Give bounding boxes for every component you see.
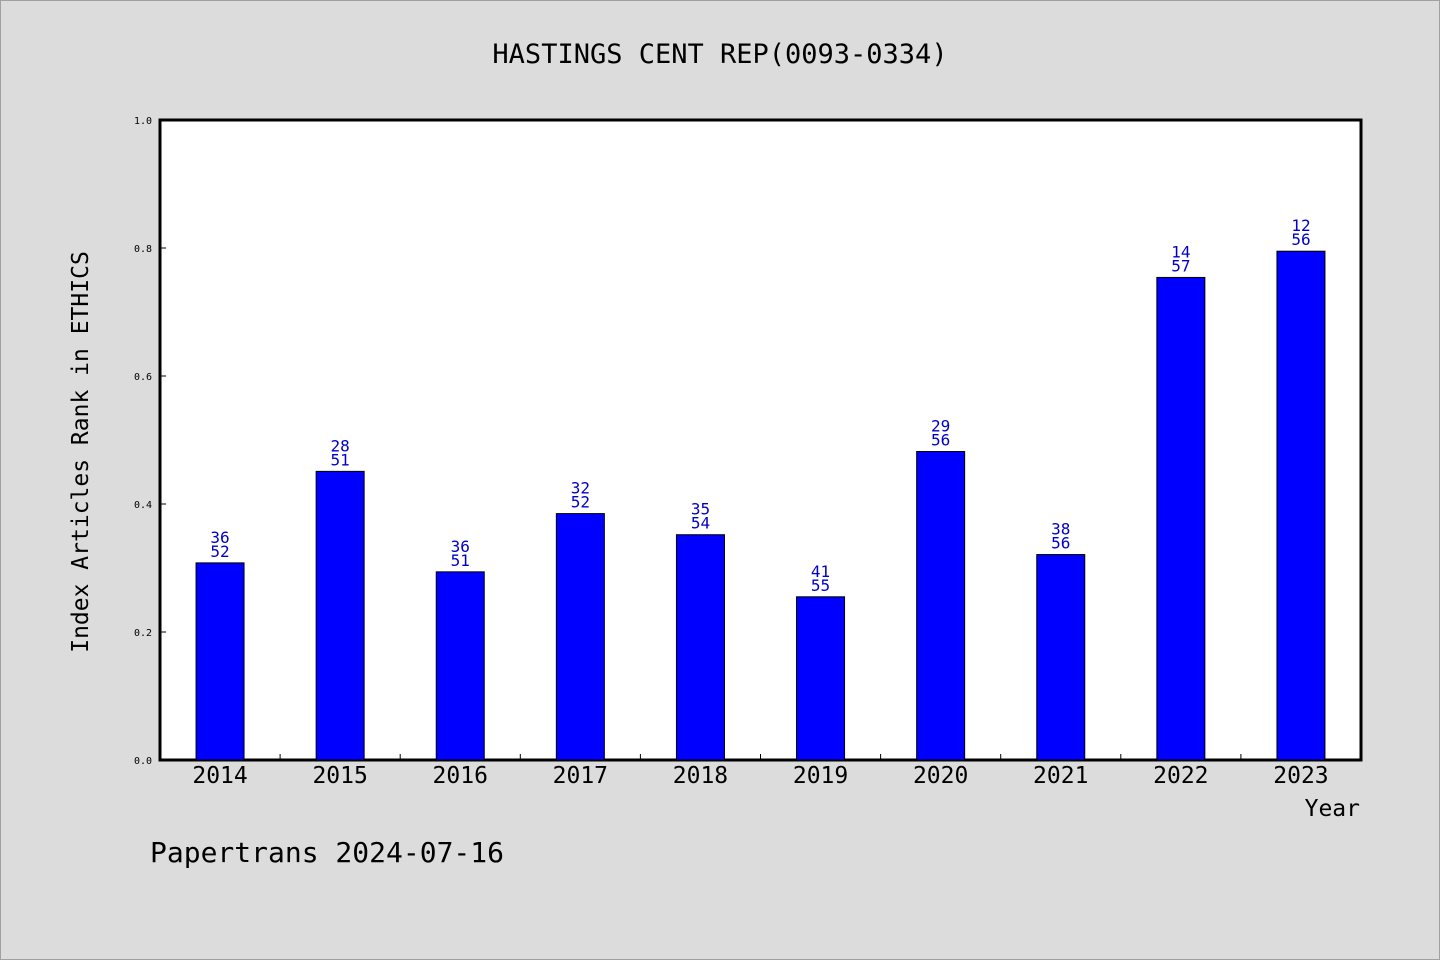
bar-rank-label: 38 xyxy=(1051,520,1070,539)
x-tick-label: 2022 xyxy=(1153,763,1208,789)
y-tick-label: 0.8 xyxy=(134,244,152,255)
chart-title: HASTINGS CENT REP(0093-0334) xyxy=(492,39,947,70)
bar-rank-label: 14 xyxy=(1171,242,1190,261)
bar-series xyxy=(195,250,1326,761)
x-tick-label: 2016 xyxy=(433,763,488,789)
x-tick-label: 2021 xyxy=(1033,763,1088,789)
bar-rank-label: 36 xyxy=(210,528,229,547)
y-tick-label: 0.2 xyxy=(134,628,152,639)
x-tick-label: 2015 xyxy=(312,763,367,789)
y-axis-label: Index Articles Rank in ETHICS xyxy=(68,251,94,653)
x-axis: 2014 2015 2016 2017 2018 2019 2020 2021 2022 2023 xyxy=(192,754,1329,789)
bar-2016 xyxy=(435,571,485,761)
bar-2014 xyxy=(195,562,245,761)
bar-total-label: 56 xyxy=(1051,534,1070,553)
y-tick-label: 1.0 xyxy=(134,116,152,127)
bar-total-label: 51 xyxy=(331,450,350,469)
x-tick-label: 2023 xyxy=(1273,763,1328,789)
bar-2022 xyxy=(1156,276,1206,761)
x-axis-label: Year xyxy=(1305,796,1360,822)
x-tick-label: 2019 xyxy=(793,763,848,789)
bar-total-label: 52 xyxy=(210,542,229,561)
bar-rank-label: 29 xyxy=(931,417,950,436)
bar-2020 xyxy=(916,451,966,761)
bar-2018 xyxy=(675,534,725,761)
bar-total-label: 56 xyxy=(931,431,950,450)
x-tick-label: 2014 xyxy=(192,763,247,789)
footer-credit: Papertrans 2024-07-16 xyxy=(150,836,504,869)
bar-rank-label: 36 xyxy=(451,537,470,556)
y-tick-label: 0.4 xyxy=(134,500,152,511)
x-tick-label: 2018 xyxy=(673,763,728,789)
bar-rank-label: 35 xyxy=(691,500,710,519)
bar-total-label: 57 xyxy=(1171,256,1190,275)
bar-2021 xyxy=(1036,554,1086,761)
bar-2017 xyxy=(555,513,605,761)
bar-total-label: 54 xyxy=(691,514,710,533)
bar-2023 xyxy=(1276,250,1326,761)
bar-total-label: 52 xyxy=(571,493,590,512)
bar-rank-label: 12 xyxy=(1291,216,1310,235)
bar-rank-label: 41 xyxy=(811,562,830,581)
bar-total-label: 56 xyxy=(1291,230,1310,249)
x-tick-label: 2020 xyxy=(913,763,968,789)
bar-total-label: 51 xyxy=(451,551,470,570)
y-axis: 0.0 0.2 0.4 0.6 0.8 1.0 xyxy=(134,116,166,767)
bar-rank-label: 32 xyxy=(571,479,590,498)
y-tick-label: 0.6 xyxy=(134,372,152,383)
bar-2015 xyxy=(315,470,365,761)
y-tick-label: 0.0 xyxy=(134,756,152,767)
bar-rank-label: 28 xyxy=(331,436,350,455)
bar-2019 xyxy=(796,596,846,761)
x-tick-label: 2017 xyxy=(553,763,608,789)
bar-total-label: 55 xyxy=(811,576,830,595)
